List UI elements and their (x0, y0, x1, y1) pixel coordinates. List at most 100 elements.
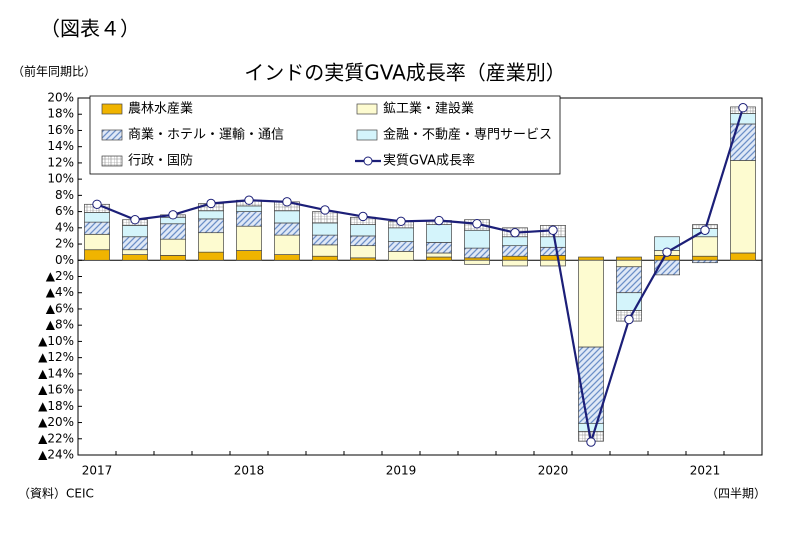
bar-segment (730, 123, 756, 161)
line-marker (548, 225, 558, 235)
bar-segment (388, 250, 414, 261)
bar-segment (84, 212, 110, 223)
bar-segment (426, 256, 452, 261)
source: （資料）CEIC (18, 487, 94, 501)
bar-segment (236, 250, 262, 261)
line-marker (662, 247, 672, 257)
bar-segment (312, 255, 338, 261)
y-tick-label: ▲2% (46, 269, 74, 283)
bar-segment (540, 255, 566, 261)
bar-segment (160, 223, 186, 240)
y-tick-label: 4% (55, 220, 74, 234)
chart-title: インドの実質GVA成長率（産業別） (244, 61, 566, 85)
bar-segment (692, 259, 718, 264)
bar-segment (388, 241, 414, 252)
bar-segment (274, 210, 300, 224)
bar-segment (540, 259, 566, 267)
bar-segment (236, 225, 262, 251)
bar-segment (198, 232, 224, 253)
bar-segment (312, 234, 338, 246)
bar-segment (274, 222, 300, 236)
bar-segment (160, 238, 186, 256)
bar-segment (616, 292, 642, 311)
line-marker (206, 198, 216, 209)
legend-label: 商業・ホテル・運輸・通信 (128, 127, 284, 143)
bar-segment (426, 224, 452, 243)
bar-segment (730, 160, 756, 254)
line-marker (396, 216, 406, 227)
legend-swatch (101, 155, 123, 167)
x-tick-label: 2018 (234, 464, 265, 478)
y-tick-label: 10% (47, 172, 74, 186)
bar-segment (730, 113, 756, 125)
bar-segment (84, 233, 110, 251)
legend-label: 金融・不動産・専門サービス (383, 127, 552, 143)
line-marker (244, 195, 254, 205)
bar-segment (692, 255, 718, 261)
bar-segment (274, 234, 300, 255)
period-label: （四半期） (706, 487, 766, 501)
bar-segment (350, 245, 376, 259)
bar-segment (578, 256, 604, 261)
bar-segment (388, 227, 414, 242)
figure-label: （図表４） (40, 17, 140, 41)
bar-segment (198, 210, 224, 220)
line-marker (624, 314, 634, 325)
legend-label: 農林水産業 (128, 101, 193, 117)
bar-segment (464, 257, 490, 261)
bar-segment (616, 256, 642, 261)
x-tick-label: 2021 (690, 464, 721, 478)
y-tick-label: 8% (55, 188, 74, 202)
y-tick-label: 18% (47, 107, 74, 121)
y-tick-label: 20% (47, 91, 74, 105)
line-series (96, 107, 745, 443)
line-marker (586, 437, 596, 447)
bar-segment (464, 259, 490, 265)
bar-segment (84, 221, 110, 235)
bar-segment (578, 423, 604, 432)
bar-segment (540, 246, 566, 256)
bar-segment (312, 222, 338, 236)
bar-segment (122, 236, 148, 251)
line-marker (472, 219, 482, 229)
legend-label: 鉱工業・建設業 (383, 101, 474, 117)
bar-segment (236, 211, 262, 227)
bar-segment (426, 252, 452, 258)
bar-segment (274, 254, 300, 261)
bar-segment (578, 259, 604, 348)
bar-segment (692, 236, 718, 257)
bar-segment (350, 257, 376, 261)
legend-marker (363, 156, 373, 166)
bar-segment (84, 249, 110, 261)
line-marker (168, 210, 178, 220)
y-tick-label: 0% (55, 253, 74, 267)
bar-segment (502, 259, 528, 267)
bar-segment (122, 249, 148, 255)
y-tick-label: 16% (47, 123, 74, 137)
bar-segment (236, 205, 262, 212)
bar-segment (502, 245, 528, 257)
bar-segment (350, 224, 376, 237)
y-tick-label: ▲20% (38, 415, 74, 429)
bar-segment (122, 225, 148, 238)
y-tick-label: 2% (55, 237, 74, 251)
bar-segment (312, 244, 338, 257)
y-tick-label: ▲22% (38, 431, 74, 445)
y-tick-label: 6% (55, 204, 74, 218)
bar-segment (616, 259, 642, 268)
bar-segment (464, 247, 490, 259)
line-marker (130, 215, 140, 225)
y-tick-label: 12% (47, 155, 74, 169)
legend-box (89, 95, 561, 175)
bar-segment (198, 218, 224, 234)
line-marker (358, 211, 368, 222)
legend-label: 実質GVA成長率 (383, 153, 475, 169)
y-tick-label: ▲24% (38, 448, 74, 462)
y-tick-label: ▲6% (46, 301, 74, 315)
line-marker (92, 199, 102, 209)
bar-segment (578, 346, 604, 424)
bar-segment (198, 251, 224, 261)
bar-segment (426, 242, 452, 254)
y-tick-label: ▲14% (38, 366, 74, 380)
